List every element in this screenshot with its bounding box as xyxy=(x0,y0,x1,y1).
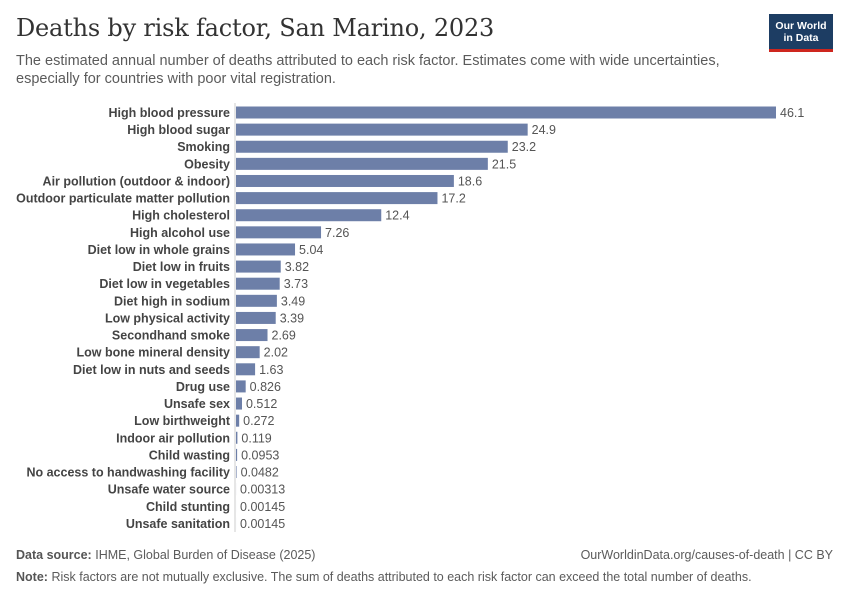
category-label: Smoking xyxy=(177,140,230,154)
bar[interactable] xyxy=(236,226,322,239)
value-label: 7.26 xyxy=(325,226,349,240)
note-text: Risk factors are not mutually exclusive.… xyxy=(51,570,752,584)
bar[interactable] xyxy=(236,414,240,427)
data-source-text[interactable]: IHME, Global Burden of Disease (2025) xyxy=(95,548,316,562)
category-label: Diet low in vegetables xyxy=(99,277,230,291)
category-label: High alcohol use xyxy=(130,226,230,240)
bar[interactable] xyxy=(236,243,296,256)
owid-logo[interactable]: Our World in Data xyxy=(769,14,833,52)
category-label: Diet high in sodium xyxy=(114,294,230,308)
category-label: Secondhand smoke xyxy=(112,329,230,343)
bar[interactable] xyxy=(236,346,260,359)
value-label: 0.00313 xyxy=(240,483,285,497)
category-label: Outdoor particulate matter pollution xyxy=(16,192,230,206)
note-label: Note: xyxy=(16,570,48,584)
bar[interactable] xyxy=(236,277,280,290)
bar-chart: High blood pressure 46.1 High blood sugar 2… xyxy=(16,103,804,532)
value-label: 3.39 xyxy=(280,311,304,325)
value-label: 18.6 xyxy=(458,174,482,188)
value-label: 24.9 xyxy=(532,123,556,137)
value-label: 0.0482 xyxy=(241,466,279,480)
value-label: 0.512 xyxy=(246,397,277,411)
bar[interactable] xyxy=(236,431,238,444)
value-label: 0.00145 xyxy=(240,517,285,531)
category-label: Low physical activity xyxy=(105,311,230,325)
chart-note: Note: Risk factors are not mutually excl… xyxy=(16,570,752,584)
category-label: Diet low in nuts and seeds xyxy=(73,363,230,377)
bar[interactable] xyxy=(236,140,508,153)
bar[interactable] xyxy=(236,380,246,393)
category-label: Diet low in fruits xyxy=(133,260,230,274)
bar[interactable] xyxy=(236,260,281,273)
category-label: Low birthweight xyxy=(134,414,231,428)
value-label: 3.82 xyxy=(285,260,309,274)
category-label: High blood sugar xyxy=(127,123,230,137)
bar[interactable] xyxy=(236,209,382,222)
data-source: Data source: IHME, Global Burden of Dise… xyxy=(16,548,315,562)
source-url[interactable]: OurWorldinData.org/causes-of-death | CC … xyxy=(580,548,833,562)
bar[interactable] xyxy=(236,192,438,205)
value-label: 0.0953 xyxy=(241,448,279,462)
value-label: 1.63 xyxy=(259,363,283,377)
category-label: Low bone mineral density xyxy=(77,346,231,360)
category-label: Air pollution (outdoor & indoor) xyxy=(43,174,230,188)
value-label: 23.2 xyxy=(512,140,536,154)
category-label: Indoor air pollution xyxy=(116,431,230,445)
value-label: 46.1 xyxy=(780,106,804,120)
category-label: High blood pressure xyxy=(108,106,230,120)
value-label: 0.119 xyxy=(241,431,271,445)
value-label: 21.5 xyxy=(492,157,516,171)
category-label: Child wasting xyxy=(149,448,230,462)
category-label: Unsafe sex xyxy=(164,397,230,411)
chart-subtitle: The estimated annual number of deaths at… xyxy=(16,53,720,87)
bar[interactable] xyxy=(236,157,488,170)
data-source-label: Data source: xyxy=(16,548,92,562)
value-label: 0.826 xyxy=(250,380,281,394)
value-label: 5.04 xyxy=(299,243,323,257)
bar[interactable] xyxy=(236,123,528,136)
bar[interactable] xyxy=(236,466,237,479)
value-label: 3.73 xyxy=(284,277,308,291)
value-label: 2.69 xyxy=(272,329,296,343)
value-label: 12.4 xyxy=(385,209,409,223)
bar[interactable] xyxy=(236,174,454,187)
value-label: 3.49 xyxy=(281,294,305,308)
logo-line-1: Our World xyxy=(775,19,827,32)
value-label: 0.272 xyxy=(243,414,274,428)
category-label: No access to handwashing facility xyxy=(26,466,230,480)
bar[interactable] xyxy=(236,397,242,410)
bar[interactable] xyxy=(236,329,268,342)
bar[interactable] xyxy=(236,363,256,376)
category-label: Unsafe water source xyxy=(108,483,230,497)
value-label: 2.02 xyxy=(264,346,288,360)
category-label: Obesity xyxy=(184,157,230,171)
category-label: Child stunting xyxy=(146,500,230,514)
value-label: 17.2 xyxy=(441,192,465,206)
category-label: High cholesterol xyxy=(132,209,230,223)
category-label: Unsafe sanitation xyxy=(126,517,230,531)
bar[interactable] xyxy=(236,294,277,307)
bar[interactable] xyxy=(236,311,276,324)
chart-title: Deaths by risk factor, San Marino, 2023 xyxy=(16,14,495,42)
logo-line-2: in Data xyxy=(783,31,819,44)
bar[interactable] xyxy=(236,106,776,119)
bar[interactable] xyxy=(236,448,238,461)
value-label: 0.00145 xyxy=(240,500,285,514)
category-label: Drug use xyxy=(176,380,230,394)
category-label: Diet low in whole grains xyxy=(88,243,230,257)
